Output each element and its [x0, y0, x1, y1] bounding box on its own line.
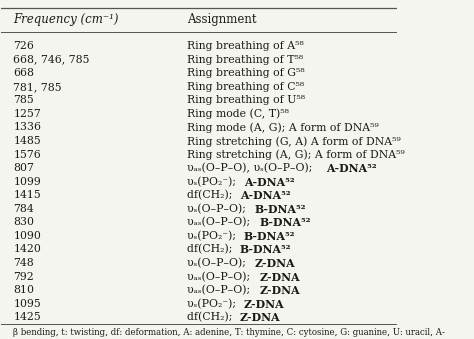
- Text: υₛ(O–P–O);: υₛ(O–P–O);: [187, 204, 250, 214]
- Text: 726: 726: [13, 41, 34, 51]
- Text: υₛ(PO₂⁻);: υₛ(PO₂⁻);: [187, 299, 240, 309]
- Text: Assignment: Assignment: [187, 13, 257, 26]
- Text: 1415: 1415: [13, 190, 41, 200]
- Text: 1420: 1420: [13, 244, 41, 254]
- Text: υₐₛ(O–P–O), υₛ(O–P–O);: υₐₛ(O–P–O), υₛ(O–P–O);: [187, 163, 316, 174]
- Text: υₛ(O–P–O);: υₛ(O–P–O);: [187, 258, 250, 268]
- Text: 807: 807: [13, 163, 34, 173]
- Text: Z-DNA: Z-DNA: [244, 299, 284, 310]
- Text: df(CH₂);: df(CH₂);: [187, 244, 236, 255]
- Text: 781, 785: 781, 785: [13, 82, 62, 92]
- Text: υₛ(PO₂⁻);: υₛ(PO₂⁻);: [187, 177, 240, 187]
- Text: υₐₛ(O–P–O);: υₐₛ(O–P–O);: [187, 285, 254, 295]
- Text: 668, 746, 785: 668, 746, 785: [13, 55, 90, 65]
- Text: df(CH₂);: df(CH₂);: [187, 312, 236, 322]
- Text: Z-DNA: Z-DNA: [259, 285, 300, 296]
- Text: 1336: 1336: [13, 122, 41, 133]
- Text: υₛ(O–P–O);: υₛ(O–P–O);: [187, 204, 250, 214]
- Text: υₛ(PO₂⁻);: υₛ(PO₂⁻);: [187, 177, 240, 187]
- Text: υₐₛ(O–P–O);: υₐₛ(O–P–O);: [187, 272, 254, 282]
- Text: B-DNA⁵²: B-DNA⁵²: [244, 231, 295, 242]
- Text: 1099: 1099: [13, 177, 41, 186]
- Text: B-DNA⁵²: B-DNA⁵²: [255, 204, 306, 215]
- Text: υₐₛ(O–P–O);: υₐₛ(O–P–O);: [187, 217, 254, 227]
- Text: df(CH₂);: df(CH₂);: [187, 190, 236, 200]
- Text: Z-DNA: Z-DNA: [259, 272, 300, 282]
- Text: 830: 830: [13, 217, 34, 227]
- Text: Z-DNA: Z-DNA: [255, 258, 295, 269]
- Text: Ring stretching (G, A) A form of DNA⁵⁹: Ring stretching (G, A) A form of DNA⁵⁹: [187, 136, 401, 146]
- Text: Ring breathing of U⁵⁸: Ring breathing of U⁵⁸: [187, 95, 305, 105]
- Text: Ring mode (A, G); A form of DNA⁵⁹: Ring mode (A, G); A form of DNA⁵⁹: [187, 122, 379, 133]
- Text: Ring breathing of A⁵⁸: Ring breathing of A⁵⁸: [187, 41, 304, 51]
- Text: Ring mode (C, T)⁵⁸: Ring mode (C, T)⁵⁸: [187, 109, 289, 119]
- Text: 668: 668: [13, 68, 34, 78]
- Text: Ring breathing of G⁵⁸: Ring breathing of G⁵⁸: [187, 68, 305, 78]
- Text: A-DNA⁵²: A-DNA⁵²: [240, 190, 291, 201]
- Text: 792: 792: [13, 272, 34, 281]
- Text: Ring breathing of C⁵⁸: Ring breathing of C⁵⁸: [187, 82, 304, 92]
- Text: υₐₛ(O–P–O), υₛ(O–P–O);: υₐₛ(O–P–O), υₛ(O–P–O);: [187, 163, 316, 174]
- Text: 748: 748: [13, 258, 34, 268]
- Text: υₛ(PO₂⁻);: υₛ(PO₂⁻);: [187, 299, 240, 309]
- Text: A-DNA⁵²: A-DNA⁵²: [326, 163, 377, 174]
- Text: υₐₛ(O–P–O);: υₐₛ(O–P–O);: [187, 217, 254, 227]
- Text: 1095: 1095: [13, 299, 41, 308]
- Text: υₛ(PO₂⁻);: υₛ(PO₂⁻);: [187, 231, 240, 241]
- Text: df(CH₂);: df(CH₂);: [187, 190, 236, 200]
- Text: υₐₛ(O–P–O);: υₐₛ(O–P–O);: [187, 272, 254, 282]
- Text: υₛ(O–P–O);: υₛ(O–P–O);: [187, 258, 250, 268]
- Text: 810: 810: [13, 285, 34, 295]
- Text: B-DNA⁵²: B-DNA⁵²: [259, 217, 310, 228]
- Text: υₛ(PO₂⁻);: υₛ(PO₂⁻);: [187, 231, 240, 241]
- Text: 1485: 1485: [13, 136, 41, 146]
- Text: df(CH₂);: df(CH₂);: [187, 312, 236, 322]
- Text: 1257: 1257: [13, 109, 41, 119]
- Text: df(CH₂);: df(CH₂);: [187, 244, 236, 255]
- Text: Ring breathing of T⁵⁸: Ring breathing of T⁵⁸: [187, 55, 303, 65]
- Text: 1425: 1425: [13, 312, 41, 322]
- Text: 1576: 1576: [13, 149, 41, 160]
- Text: 1090: 1090: [13, 231, 41, 241]
- Text: Ring stretching (A, G); A form of DNA⁵⁹: Ring stretching (A, G); A form of DNA⁵⁹: [187, 149, 405, 160]
- Text: 785: 785: [13, 95, 34, 105]
- Text: Frequency (cm⁻¹): Frequency (cm⁻¹): [13, 13, 119, 26]
- Text: B-DNA⁵²: B-DNA⁵²: [240, 244, 292, 255]
- Text: A-DNA⁵²: A-DNA⁵²: [244, 177, 294, 187]
- Text: 784: 784: [13, 204, 34, 214]
- Text: υₐₛ(O–P–O);: υₐₛ(O–P–O);: [187, 285, 254, 295]
- Text: β bending, t: twisting, df: deformation, A: adenine, T: thymine, C: cytosine, G:: β bending, t: twisting, df: deformation,…: [13, 328, 445, 337]
- Text: Z-DNA: Z-DNA: [240, 312, 281, 323]
